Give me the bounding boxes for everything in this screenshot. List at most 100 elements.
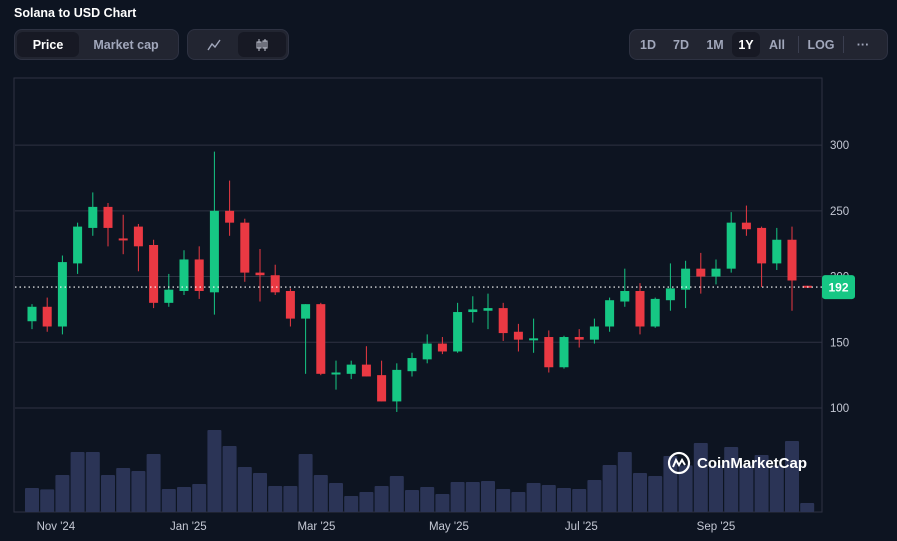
candle-body [437,343,447,352]
candle-body [209,210,219,293]
candle-body [179,259,189,292]
candle-body [620,291,630,302]
current-price-tag [822,275,855,300]
volume-bar [511,492,526,512]
candle-body [513,331,523,340]
candle-body [559,337,569,368]
candle-body [529,338,539,341]
volume-bar [572,489,587,512]
candle-body [331,372,341,375]
volume-bar [146,454,161,512]
volume-bar [496,489,511,512]
volume-bar [161,489,176,512]
volume-bar [602,465,617,512]
log-scale-button[interactable]: LOG [807,37,835,52]
candle-body [605,300,615,327]
volume-bar [389,476,404,512]
line-chart-button[interactable] [190,32,238,57]
price-tab[interactable]: Price [17,32,79,57]
volume-bar [40,489,55,512]
candle-body [88,206,98,228]
volume-bar [405,490,419,512]
candle-body [27,306,37,322]
candle-body [757,227,767,264]
volume-bar [344,496,359,512]
chart-type-toggle [187,29,289,60]
range-1m-button[interactable]: 1M [706,37,724,52]
candle-body [270,275,280,293]
volume-bar [724,447,739,512]
candle-body [483,308,493,311]
candle-body [574,337,584,340]
y-tick-label: 100 [830,403,849,415]
current-price-label: 192 [828,281,848,295]
range-1y-button[interactable]: 1Y [732,32,760,57]
volume-bar [192,484,207,512]
market-cap-tab[interactable]: Market cap [93,37,159,52]
candle-body [726,222,736,269]
candle-body [103,206,113,228]
volume-bar [739,465,754,512]
volume-bar [131,471,146,512]
candle-body [787,239,797,281]
volume-bar [237,467,252,512]
y-tick-label: 300 [830,140,849,152]
candle-body [544,337,554,368]
range-toolbar: 1D 7D 1M 1Y All LOG ··· [629,29,888,60]
volume-bar [435,494,450,512]
volume-bar [177,487,191,512]
metric-toggle: Price Market cap [14,29,179,60]
volume-bar [25,488,39,512]
candle-body [133,226,143,247]
volume-bar [116,468,131,512]
candle-body [635,291,645,327]
candle-body [316,304,326,374]
volume-bar [329,483,343,512]
candle-body [407,358,417,372]
candle-body [741,222,751,230]
volume-bar [359,492,374,512]
coinmarketcap-logo-icon [667,451,691,475]
volume-bar [268,486,283,512]
volume-bar [283,486,298,512]
volume-bar [481,481,495,512]
volume-bar [769,465,784,512]
volume-bar [541,485,556,512]
x-tick-label: Nov '24 [37,521,76,533]
divider [798,36,799,53]
volume-bar [298,454,313,512]
candlestick-button[interactable] [238,32,286,57]
more-options-button[interactable]: ··· [856,37,870,52]
candle-body [301,304,311,319]
x-tick-label: May '25 [429,521,469,533]
range-all-button[interactable]: All [769,37,785,52]
candle-body [498,308,508,334]
candle-body [225,210,235,223]
candle-body [377,375,387,402]
volume-bar [207,430,222,512]
candle-body [255,272,265,276]
candle-body [118,238,128,241]
volume-bar [222,446,237,512]
volume-bar [101,475,115,512]
volume-bar [678,465,693,512]
candle-body [361,364,371,377]
volume-bar [663,456,678,512]
volume-bar [648,476,663,512]
range-7d-button[interactable]: 7D [673,37,689,52]
volume-bar [617,452,632,512]
candle-body [42,306,52,327]
candle-body [650,298,660,327]
line-chart-icon [207,39,221,50]
range-1d-button[interactable]: 1D [640,37,656,52]
candle-body [149,245,159,303]
volume-bar [253,473,267,512]
volume-bar [450,482,465,512]
x-tick-label: Jul '25 [565,521,598,533]
volume-bar [709,465,723,512]
y-tick-label: 250 [830,206,849,218]
volume-bar [420,487,435,512]
candle-body [285,291,295,319]
candle-body [57,262,67,327]
